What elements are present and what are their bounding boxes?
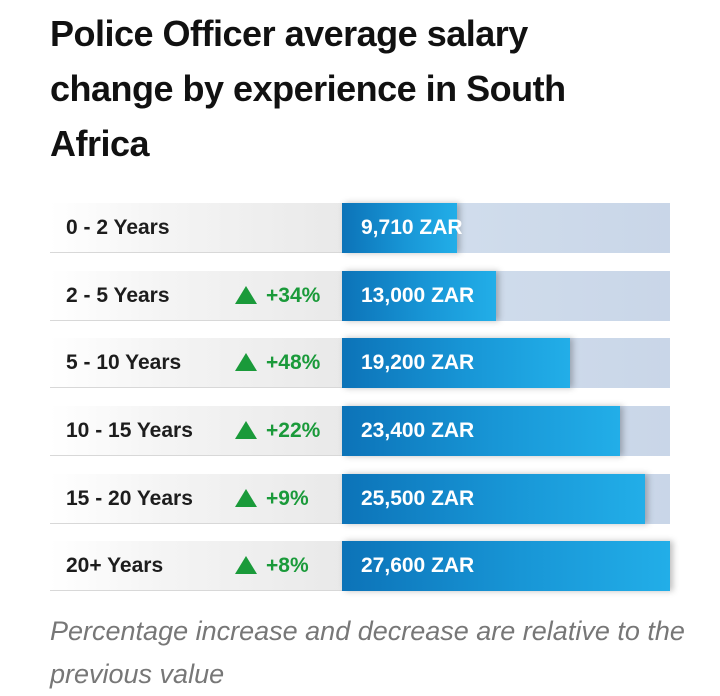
row-label-cell: 10 - 15 Years +22% xyxy=(50,406,342,457)
change-indicator: +22% xyxy=(235,406,320,456)
salary-bar xyxy=(342,541,670,592)
bar-row: 5 - 10 Years +48% 19,200 ZAR xyxy=(50,338,670,389)
bar-row: 15 - 20 Years +9% 25,500 ZAR xyxy=(50,473,670,524)
bar-track: 13,000 ZAR xyxy=(342,270,670,321)
salary-value-label: 27,600 ZAR xyxy=(361,554,475,578)
change-percent: +22% xyxy=(266,419,321,443)
salary-bar xyxy=(342,338,570,389)
category-label: 15 - 20 Years xyxy=(66,486,193,510)
salary-value-label: 25,500 ZAR xyxy=(361,486,475,510)
category-label: 10 - 15 Years xyxy=(66,419,193,443)
bar-track: 27,600 ZAR xyxy=(342,541,670,592)
change-percent: +8% xyxy=(266,554,309,578)
salary-value-label: 19,200 ZAR xyxy=(361,351,475,375)
footnote: Percentage increase and decrease are rel… xyxy=(50,616,685,689)
salary-value-label: 9,710 ZAR xyxy=(361,216,463,239)
row-label-cell: 15 - 20 Years +9% xyxy=(50,473,342,524)
bar-row: 10 - 15 Years +22% 23,400 ZAR xyxy=(50,406,670,457)
up-arrow-icon xyxy=(235,488,257,507)
up-arrow-icon xyxy=(235,353,257,372)
row-label-cell: 2 - 5 Years +34% xyxy=(50,270,342,321)
bar-track: 25,500 ZAR xyxy=(342,473,670,524)
up-arrow-icon xyxy=(235,285,257,304)
salary-value-label: 13,000 ZAR xyxy=(361,283,475,307)
change-percent: +34% xyxy=(266,283,321,307)
change-indicator: +8% xyxy=(235,541,309,591)
change-indicator: +48% xyxy=(235,338,320,388)
row-label-cell: 0 - 2 Years xyxy=(50,203,342,253)
change-percent: +48% xyxy=(266,351,321,375)
change-indicator: +9% xyxy=(235,474,309,524)
bar-row: 2 - 5 Years +34% 13,000 ZAR xyxy=(50,270,670,321)
row-label-cell: 20+ Years +8% xyxy=(50,541,342,592)
salary-bar xyxy=(342,406,620,457)
change-percent: +9% xyxy=(266,486,309,510)
salary-bar xyxy=(342,203,457,253)
up-arrow-icon xyxy=(235,556,257,575)
bar-track: 23,400 ZAR xyxy=(342,406,670,457)
category-label: 5 - 10 Years xyxy=(66,351,182,375)
up-arrow-icon xyxy=(235,421,257,440)
category-label: 2 - 5 Years xyxy=(66,283,170,307)
bar-track: 19,200 ZAR xyxy=(342,338,670,389)
salary-value-label: 23,400 ZAR xyxy=(361,419,475,443)
category-label: 20+ Years xyxy=(66,554,164,578)
salary-bar xyxy=(342,473,645,524)
row-label-cell: 5 - 10 Years +48% xyxy=(50,338,342,389)
salary-bar xyxy=(342,270,496,321)
chart-title: Police Officer average salary change by … xyxy=(50,13,566,164)
salary-bar-chart: 0 - 2 Years 9,710 ZAR 2 - 5 Years +34% 13,00… xyxy=(50,203,670,609)
category-label: 0 - 2 Years xyxy=(66,216,170,239)
bar-track: 9,710 ZAR xyxy=(342,203,670,253)
change-indicator: +34% xyxy=(235,271,320,321)
bar-row: 20+ Years +8% 27,600 ZAR xyxy=(50,541,670,592)
bar-row: 0 - 2 Years 9,710 ZAR xyxy=(50,203,670,253)
